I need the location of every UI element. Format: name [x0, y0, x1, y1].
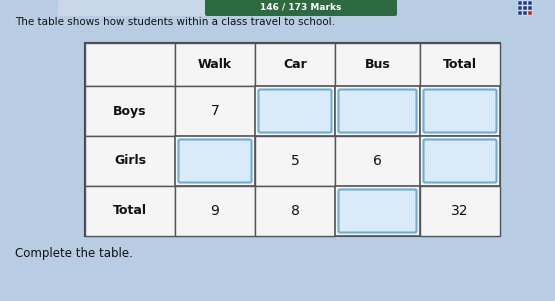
Bar [255, 43, 335, 86]
FancyBboxPatch shape [339, 190, 416, 232]
Bar [255, 136, 335, 186]
Bar [420, 86, 500, 136]
Bar [175, 186, 255, 236]
Text: 6: 6 [373, 154, 382, 168]
FancyBboxPatch shape [259, 89, 331, 132]
Bar [85, 43, 500, 236]
FancyBboxPatch shape [423, 139, 497, 182]
Bar [528, 11, 532, 15]
Bar [85, 186, 175, 236]
Bar [420, 136, 500, 186]
Bar [175, 136, 255, 186]
Text: Car: Car [283, 58, 307, 71]
Bar [420, 43, 500, 86]
Bar [518, 11, 522, 15]
Bar [523, 6, 527, 10]
Text: 32: 32 [451, 204, 469, 218]
Bar [85, 136, 175, 186]
Text: The table shows how students within a class travel to school.: The table shows how students within a cl… [15, 17, 335, 27]
Bar [518, 6, 522, 10]
FancyBboxPatch shape [58, 0, 397, 16]
FancyBboxPatch shape [423, 89, 497, 132]
Text: Boys: Boys [113, 104, 147, 117]
Bar [175, 86, 255, 136]
Text: Bus: Bus [365, 58, 390, 71]
Text: Walk: Walk [198, 58, 232, 71]
Text: 7: 7 [211, 104, 219, 118]
Text: Complete the table.: Complete the table. [15, 247, 133, 259]
FancyBboxPatch shape [205, 0, 397, 16]
Bar [528, 1, 532, 5]
Text: Girls: Girls [114, 154, 146, 167]
Bar [175, 43, 255, 86]
Text: Total: Total [443, 58, 477, 71]
Bar [420, 186, 500, 236]
Bar [85, 86, 175, 136]
Bar [523, 1, 527, 5]
Text: 5: 5 [291, 154, 299, 168]
Bar [528, 6, 532, 10]
Bar [518, 1, 522, 5]
FancyBboxPatch shape [339, 89, 416, 132]
Bar [85, 43, 175, 86]
Bar [523, 11, 527, 15]
Bar [335, 86, 420, 136]
Text: 146 / 173 Marks: 146 / 173 Marks [260, 3, 342, 12]
Bar [255, 186, 335, 236]
Bar [335, 136, 420, 186]
Text: Total: Total [113, 204, 147, 218]
FancyBboxPatch shape [179, 139, 251, 182]
Bar [335, 43, 420, 86]
Bar [255, 86, 335, 136]
Text: 9: 9 [210, 204, 219, 218]
Bar [335, 186, 420, 236]
Text: 8: 8 [291, 204, 300, 218]
